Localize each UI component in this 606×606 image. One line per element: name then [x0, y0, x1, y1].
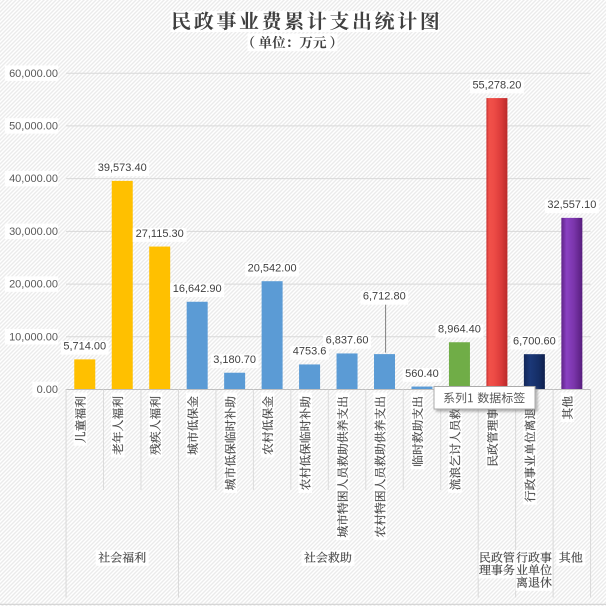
svg-text:4753.6: 4753.6: [293, 346, 327, 358]
svg-text:5,714.00: 5,714.00: [63, 341, 106, 353]
svg-text:40,000.00: 40,000.00: [9, 173, 58, 185]
svg-text:8,964.40: 8,964.40: [438, 323, 481, 335]
svg-text:20,542.00: 20,542.00: [248, 262, 297, 274]
svg-text:560.40: 560.40: [405, 368, 439, 380]
svg-text:39,573.40: 39,573.40: [98, 162, 147, 174]
svg-text:10,000.00: 10,000.00: [9, 331, 58, 343]
svg-text:0.00: 0.00: [37, 384, 58, 396]
svg-text:16,642.90: 16,642.90: [173, 283, 222, 295]
svg-text:55,278.20: 55,278.20: [472, 79, 521, 91]
svg-text:27,115.30: 27,115.30: [136, 228, 184, 240]
svg-text:6,700.60: 6,700.60: [513, 335, 556, 347]
svg-text:60,000.00: 60,000.00: [9, 68, 58, 80]
svg-text:32,557.10: 32,557.10: [547, 199, 596, 211]
svg-text:3,180.70: 3,180.70: [213, 354, 256, 366]
svg-text:20,000.00: 20,000.00: [9, 279, 58, 291]
svg-text:50,000.00: 50,000.00: [9, 121, 58, 133]
svg-text:6,837.60: 6,837.60: [326, 335, 369, 347]
svg-text:30,000.00: 30,000.00: [9, 226, 58, 238]
svg-text:6,712.80: 6,712.80: [363, 291, 406, 303]
